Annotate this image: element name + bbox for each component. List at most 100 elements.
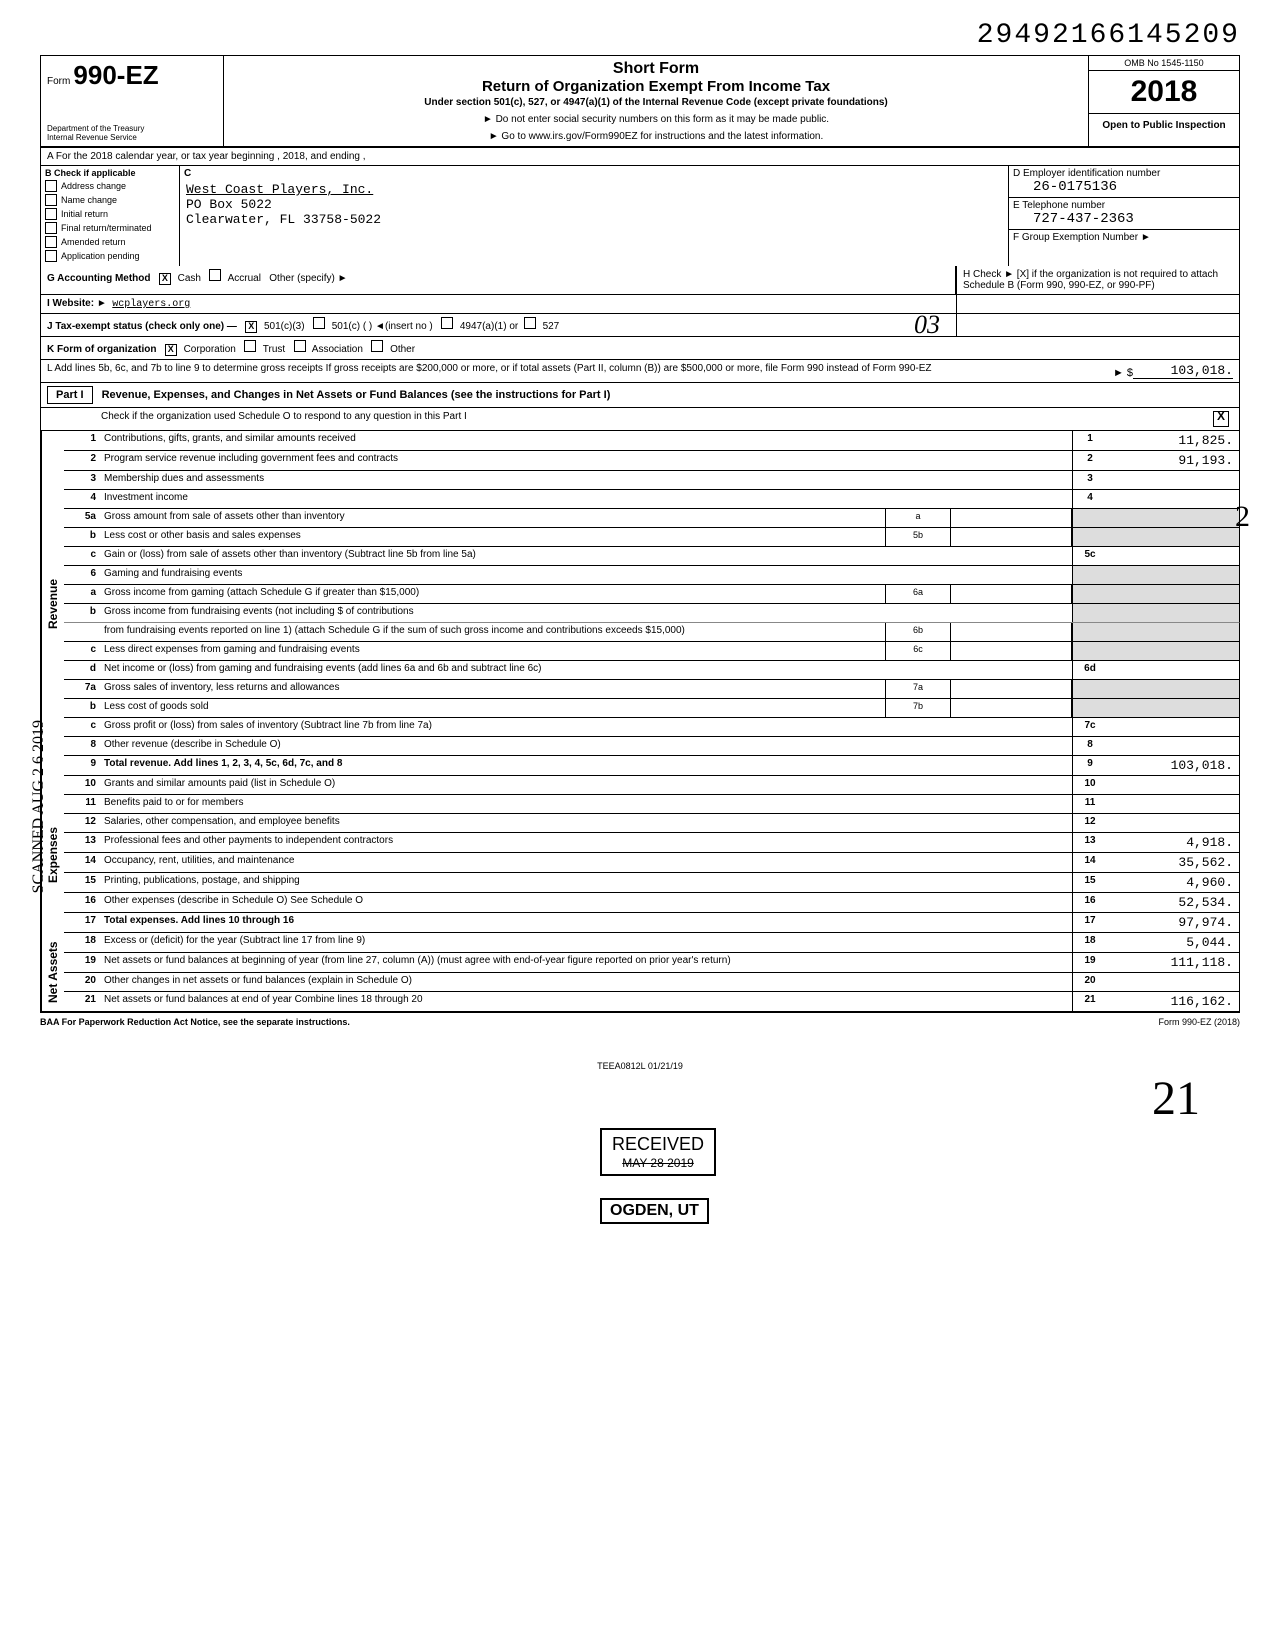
l-text: L Add lines 5b, 6c, and 7b to line 9 to …	[47, 363, 1113, 379]
line8-num: 8	[1072, 737, 1107, 755]
part1-header: Part I Revenue, Expenses, and Changes in…	[40, 383, 1240, 408]
line3-num: 3	[1072, 471, 1107, 489]
b-label: B Check if applicable	[45, 168, 175, 178]
check-final-return[interactable]	[45, 222, 57, 234]
footer: BAA For Paperwork Reduction Act Notice, …	[40, 1013, 1240, 1031]
line11-desc: Benefits paid to or for members	[100, 795, 1072, 813]
check-cash[interactable]: X	[159, 273, 171, 285]
line1-num: 1	[1072, 431, 1107, 450]
i-label: I Website: ►	[47, 298, 107, 309]
form-number: 990-EZ	[73, 60, 158, 90]
part1-label: Part I	[47, 386, 93, 404]
line15-amt: 4,960.	[1107, 873, 1239, 892]
line7a-box: 7a	[885, 680, 951, 698]
line7c-num: 7c	[1072, 718, 1107, 736]
e-label: E Telephone number	[1013, 200, 1235, 211]
subtitle: Under section 501(c), 527, or 4947(a)(1)…	[228, 97, 1084, 108]
line6a-box: 6a	[885, 585, 951, 603]
line15-num: 15	[1072, 873, 1107, 892]
line10-desc: Grants and similar amounts paid (list in…	[100, 776, 1072, 794]
org-addr2: Clearwater, FL 33758-5022	[186, 212, 1002, 227]
footer-right: Form 990-EZ (2018)	[1158, 1017, 1240, 1027]
line12-desc: Salaries, other compensation, and employ…	[100, 814, 1072, 832]
check-pending[interactable]	[45, 250, 57, 262]
line8-amt	[1107, 737, 1239, 755]
phone-value: 727-437-2363	[1013, 211, 1235, 227]
check-trust[interactable]	[244, 340, 256, 352]
l-amount: 103,018.	[1133, 363, 1233, 379]
l-prefix: ► $	[1113, 367, 1133, 379]
received-stamp: RECEIVED MAY 28 2019	[600, 1128, 716, 1176]
line5b-desc: Less cost or other basis and sales expen…	[100, 528, 885, 546]
label-amended: Amended return	[61, 237, 126, 247]
line6d-num: 6d	[1072, 661, 1107, 679]
check-501c[interactable]	[313, 317, 325, 329]
note-ssn: ► Do not enter social security numbers o…	[228, 114, 1084, 125]
check-4947[interactable]	[441, 317, 453, 329]
line16-num: 16	[1072, 893, 1107, 912]
check-501c3[interactable]: X	[245, 321, 257, 333]
side-netassets: Net Assets	[41, 933, 64, 1011]
line19-num: 19	[1072, 953, 1107, 972]
line11-num: 11	[1072, 795, 1107, 813]
g-label: G Accounting Method	[47, 273, 151, 284]
check-amended[interactable]	[45, 236, 57, 248]
expenses-section: Expenses 10Grants and similar amounts pa…	[40, 776, 1240, 933]
col-b-checkboxes: B Check if applicable Address change Nam…	[41, 166, 180, 266]
line5b-box: 5b	[885, 528, 951, 546]
line8-desc: Other revenue (describe in Schedule O)	[100, 737, 1072, 755]
line16-desc: Other expenses (describe in Schedule O) …	[100, 893, 1072, 912]
label-other-method: Other (specify) ►	[269, 273, 347, 284]
line20-desc: Other changes in net assets or fund bala…	[100, 973, 1072, 991]
form-prefix: Form	[47, 76, 70, 87]
line10-amt	[1107, 776, 1239, 794]
line13-desc: Professional fees and other payments to …	[100, 833, 1072, 852]
omb-number: OMB No 1545-1150	[1089, 56, 1239, 71]
line21-num: 21	[1072, 992, 1107, 1011]
check-initial-return[interactable]	[45, 208, 57, 220]
check-schedule-o[interactable]: X	[1213, 411, 1229, 427]
check-name-change[interactable]	[45, 194, 57, 206]
line7b-box: 7b	[885, 699, 951, 717]
check-527[interactable]	[524, 317, 536, 329]
form-header: Form 990-EZ Department of the Treasury I…	[40, 55, 1240, 148]
k-label: K Form of organization	[47, 344, 156, 355]
j-label: J Tax-exempt status (check only one) —	[47, 321, 237, 332]
ein-value: 26-0175136	[1013, 179, 1235, 195]
line4-num: 4	[1072, 490, 1107, 508]
label-cash: Cash	[178, 273, 201, 284]
row-g-h: G Accounting Method X Cash Accrual Other…	[40, 266, 1240, 295]
line1-amt: 11,825.	[1107, 431, 1239, 450]
line17-amt: 97,974.	[1107, 913, 1239, 932]
label-4947: 4947(a)(1) or	[460, 321, 518, 332]
part1-sub-text: Check if the organization used Schedule …	[101, 411, 467, 427]
line13-num: 13	[1072, 833, 1107, 852]
line6b-box: 6b	[885, 623, 951, 641]
part1-title: Revenue, Expenses, and Changes in Net As…	[102, 389, 611, 401]
line9-amt: 103,018.	[1107, 756, 1239, 775]
title-return: Return of Organization Exempt From Incom…	[228, 78, 1084, 95]
c-label: C	[184, 168, 191, 179]
line18-desc: Excess or (deficit) for the year (Subtra…	[100, 933, 1072, 952]
line2-desc: Program service revenue including govern…	[100, 451, 1072, 470]
line20-num: 20	[1072, 973, 1107, 991]
stamp-received-text: RECEIVED	[612, 1134, 704, 1156]
org-name: West Coast Players, Inc.	[186, 182, 1002, 197]
line12-num: 12	[1072, 814, 1107, 832]
open-inspection: Open to Public Inspection	[1089, 114, 1239, 137]
check-corp[interactable]: X	[165, 344, 177, 356]
top-dln-number: 29492166145209	[40, 20, 1240, 51]
netassets-section: Net Assets 18Excess or (deficit) for the…	[40, 933, 1240, 1013]
check-other-org[interactable]	[371, 340, 383, 352]
check-address-change[interactable]	[45, 180, 57, 192]
line17-num: 17	[1072, 913, 1107, 932]
check-accrual[interactable]	[209, 269, 221, 281]
footer-left: BAA For Paperwork Reduction Act Notice, …	[40, 1017, 350, 1027]
line18-amt: 5,044.	[1107, 933, 1239, 952]
stamp-date: MAY 28 2019	[612, 1156, 704, 1170]
line3-desc: Membership dues and assessments	[100, 471, 1072, 489]
d-label: D Employer identification number	[1013, 168, 1235, 179]
label-accrual: Accrual	[228, 273, 261, 284]
check-assoc[interactable]	[294, 340, 306, 352]
scanned-stamp: SCANNED AUG 2 6 2019	[30, 720, 48, 893]
